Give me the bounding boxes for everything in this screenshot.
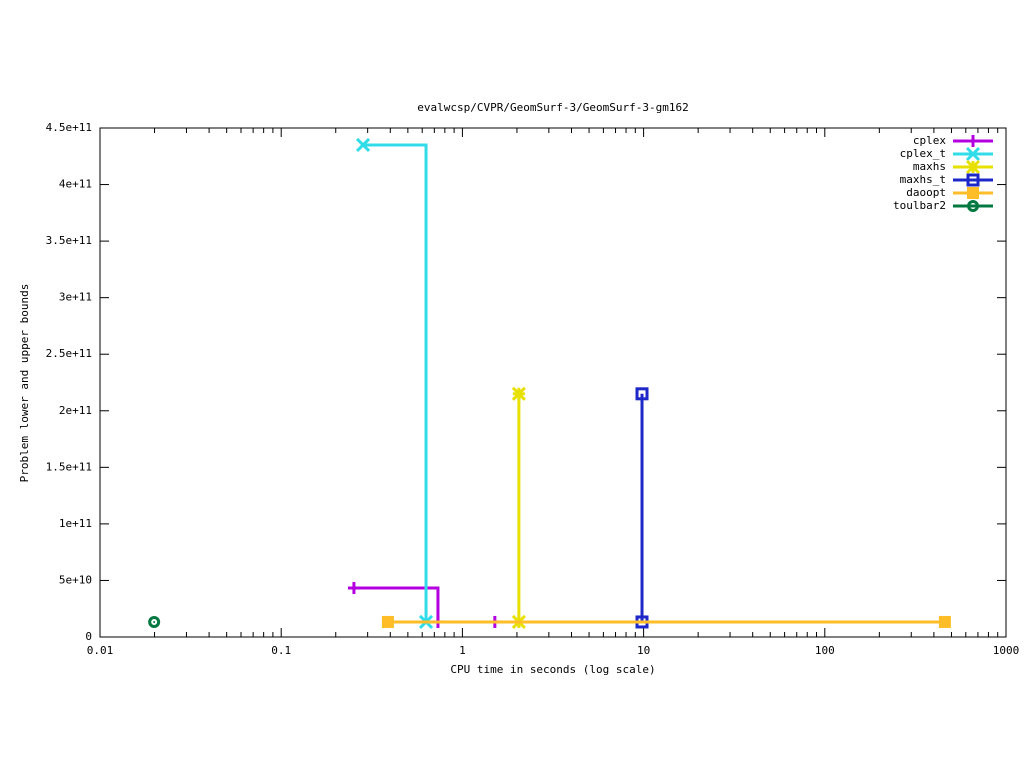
marker — [347, 582, 360, 595]
marker — [635, 387, 649, 401]
y-tick-label: 1.5e+11 — [46, 460, 92, 473]
legend-label: daoopt — [906, 186, 946, 199]
marker — [967, 135, 979, 147]
y-tick-label: 4e+11 — [59, 178, 92, 191]
marker — [511, 386, 526, 401]
y-axis-label: Problem lower and upper bounds — [18, 284, 31, 483]
x-tick-label: 10 — [637, 644, 650, 657]
marker — [965, 146, 981, 162]
marker — [381, 615, 394, 628]
chart-title: evalwcsp/CVPR/GeomSurf-3/GeomSurf-3-gm16… — [417, 101, 689, 114]
legend-label: cplex — [913, 134, 946, 147]
y-tick-label: 1e+11 — [59, 517, 92, 530]
x-axis-label: CPU time in seconds (log scale) — [450, 663, 655, 676]
series-line — [363, 143, 428, 622]
legend-label: toulbar2 — [893, 199, 946, 212]
marker — [356, 137, 371, 153]
legend-label: maxhs_t — [900, 173, 946, 186]
y-tick-label: 5e+10 — [59, 573, 92, 586]
y-tick-label: 2e+11 — [59, 404, 92, 417]
y-tick-label: 3e+11 — [59, 291, 92, 304]
legend-label: maxhs — [913, 160, 946, 173]
x-tick-label: 0.01 — [87, 644, 114, 657]
marker — [967, 187, 979, 199]
plot-frame — [99, 127, 1007, 638]
marker — [967, 200, 979, 212]
y-tick-label: 3.5e+11 — [46, 234, 92, 247]
marker — [148, 615, 161, 628]
x-tick-label: 0.1 — [271, 644, 291, 657]
marker — [938, 615, 951, 628]
legend-label: cplex_t — [900, 147, 946, 160]
marker — [965, 159, 981, 175]
y-tick-label: 2.5e+11 — [46, 347, 92, 360]
y-tick-label: 0 — [85, 630, 92, 643]
x-tick-label: 1000 — [993, 644, 1020, 657]
y-tick-label: 4.5e+11 — [46, 121, 92, 134]
x-tick-label: 1 — [459, 644, 466, 657]
x-tick-label: 100 — [815, 644, 835, 657]
marker — [966, 173, 980, 187]
